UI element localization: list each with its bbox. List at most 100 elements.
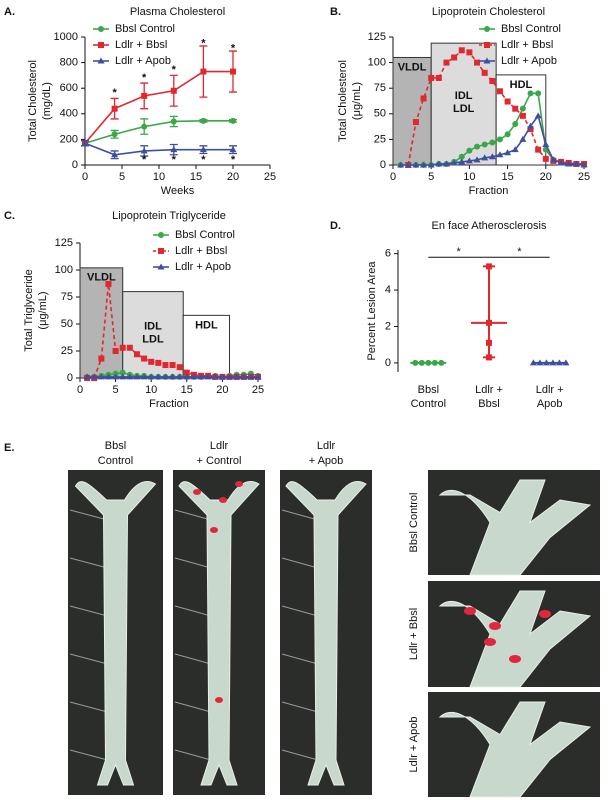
y-tick-label: 1000: [54, 31, 78, 43]
data-point: [169, 373, 177, 380]
data-point: [442, 160, 450, 167]
y-tick-label: 200: [60, 133, 78, 145]
y-axis-label: Percent Lesion Area: [366, 261, 378, 361]
data-point: [435, 160, 443, 167]
data-point: [133, 373, 141, 380]
pin: [69, 557, 108, 569]
y-tick-label: 25: [374, 133, 386, 145]
data-point: [519, 112, 526, 119]
pin: [174, 653, 212, 665]
lesion: [539, 610, 551, 618]
legend-marker: [98, 42, 104, 48]
data-point: [427, 161, 435, 168]
legend-marker: [158, 248, 164, 254]
pin: [281, 749, 319, 761]
column-label: Bbsl: [105, 440, 126, 452]
data-point: [229, 146, 237, 153]
y-tick-label: 50: [61, 318, 73, 330]
data-point: [141, 92, 148, 99]
annotation: *: [231, 42, 236, 54]
data-point: [161, 373, 169, 380]
y-tick-label: 600: [60, 82, 78, 94]
legend-marker: [97, 57, 105, 64]
y-tick-label: 50: [374, 108, 386, 120]
column-label: + Control: [197, 455, 242, 467]
data-point: [170, 118, 177, 125]
pin: [69, 749, 108, 761]
data-point: [412, 118, 419, 125]
annotation: *: [201, 37, 206, 49]
data-point: [481, 154, 489, 161]
legend-marker: [483, 57, 491, 64]
data-point: [435, 74, 442, 81]
x-tick-label: Control: [411, 398, 446, 410]
data-point: [147, 373, 155, 380]
data-point: [133, 351, 140, 358]
y-tick-label: 0: [380, 159, 386, 171]
data-point: [176, 373, 184, 380]
y-axis-label: Total Triglyceride: [23, 269, 35, 352]
panel-label: B.: [330, 6, 341, 18]
data-point: [230, 117, 236, 124]
data-point: [148, 358, 155, 365]
pin: [281, 509, 319, 521]
region-label: IDL: [455, 90, 473, 102]
annotation: *: [172, 64, 177, 76]
legend-label: Ldlr + Apob: [501, 55, 557, 67]
data-point: [119, 373, 127, 380]
data-point: [425, 359, 432, 366]
data-point: [527, 90, 534, 97]
data-point: [141, 123, 148, 130]
x-tick-label: Bbsl: [418, 384, 439, 396]
x-tick-label: 20: [216, 384, 228, 396]
comparison-label: *: [517, 246, 522, 258]
lesion: [210, 527, 218, 533]
data-point: [542, 359, 550, 366]
region: [392, 56, 432, 166]
region: [182, 314, 231, 379]
lesion: [215, 697, 223, 703]
x-tick-label: 20: [540, 171, 552, 183]
annotation: *: [231, 154, 236, 166]
data-point: [486, 339, 492, 346]
data-point: [549, 156, 557, 163]
chart-title: Lipoprotein Cholesterol: [432, 6, 545, 18]
data-point: [200, 117, 207, 124]
comparison-label: *: [457, 246, 462, 258]
data-point: [474, 59, 481, 66]
panel-label: A.: [4, 6, 15, 18]
data-point: [420, 95, 427, 102]
pin: [69, 653, 108, 665]
y-axis-label-group: Total Triglyceride (μg/mL): [23, 269, 49, 352]
data-point: [496, 88, 503, 95]
pin: [174, 749, 212, 761]
x-tick-label: 25: [578, 171, 590, 183]
data-point: [247, 373, 255, 380]
data-point: [473, 156, 481, 163]
data-point: [451, 54, 458, 61]
x-tick-label: 5: [113, 384, 119, 396]
data-point: [466, 49, 473, 56]
y-axis-label: Total Cholesterol: [27, 60, 39, 142]
annotation: *: [142, 72, 147, 84]
data-point: [170, 146, 178, 153]
y-tick-label: 125: [55, 237, 73, 249]
pin: [174, 557, 212, 569]
x-axis-label: Fraction: [469, 185, 509, 197]
data-point: [450, 159, 458, 166]
data-point: [211, 373, 219, 380]
region-label: LDL: [453, 103, 475, 115]
pin: [174, 605, 212, 617]
y-tick-label: 100: [55, 264, 73, 276]
data-point: [126, 344, 133, 351]
y-tick-label: 75: [374, 82, 386, 94]
data-point: [418, 359, 425, 366]
x-tick-label: 15: [501, 171, 513, 183]
data-point: [504, 98, 511, 105]
data-point: [140, 373, 148, 380]
data-point: [169, 362, 176, 369]
chart-title: En face Atherosclerosis: [432, 220, 547, 232]
x-tick-label: 15: [190, 171, 202, 183]
annotation: *: [172, 154, 177, 166]
